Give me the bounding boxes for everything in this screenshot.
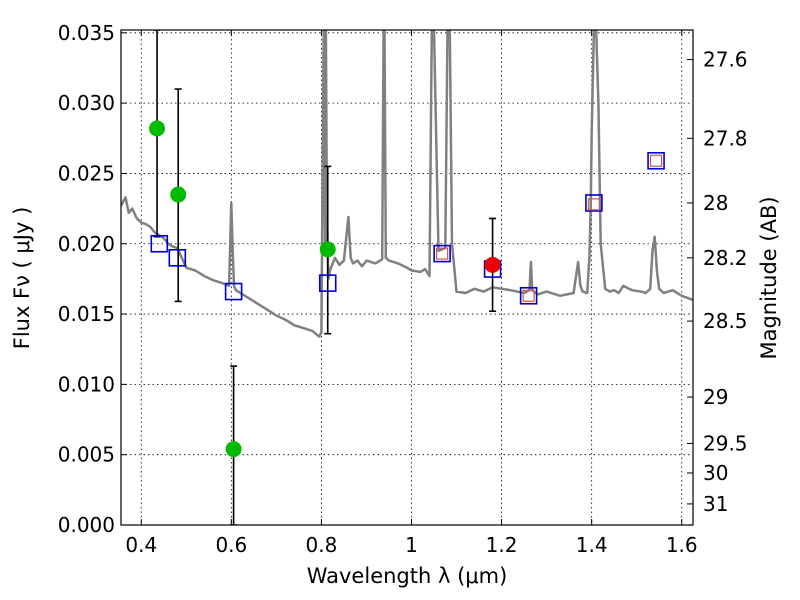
plot-frame [120, 29, 694, 526]
y-tick-label: 0.010 [58, 372, 115, 396]
x-tick-label: 0.8 [306, 533, 338, 557]
green-point-marker-2 [225, 441, 242, 458]
x-tick-label: 0.4 [125, 533, 157, 557]
y-tick-label: 0.035 [58, 21, 115, 45]
x-axis-label: Wavelength λ (μm) [307, 564, 508, 588]
model-square-marker-3 [318, 274, 337, 292]
x-tick-label: 1.6 [666, 533, 698, 557]
model-square-marker-7 [585, 194, 603, 212]
model-square-marker-1 [168, 249, 187, 267]
x-axis-ticks: 0.4 0.6 0.8 1 1.2 1.4 1.6 [125, 30, 698, 557]
small-square-marker-0 [436, 247, 449, 260]
y-axis-label: Flux Fν ( μJy ) [10, 207, 34, 350]
y2-axis-label: Magnitude (AB) [757, 196, 781, 359]
y2-tick-label: 29.5 [703, 431, 748, 455]
green-point-marker-0 [149, 120, 166, 137]
model-square-marker-8 [647, 151, 665, 170]
x-tick-label: 1 [405, 533, 418, 557]
model-square-marker-6 [519, 286, 538, 305]
y-tick-label: 0.020 [58, 232, 115, 256]
model-square-marker-4 [433, 244, 451, 263]
model-square-marker-2 [224, 282, 243, 301]
sed-curve-line [121, 30, 693, 338]
y-tick-label: 0.005 [58, 443, 115, 467]
y-tick-label: 0.000 [58, 513, 115, 537]
small-square-marker-2 [587, 198, 601, 211]
y-axis-ticks: 0.000 0.005 0.010 0.015 0.020 0.025 0.030 0.035 [58, 21, 127, 537]
sed-curve-layer [121, 30, 693, 338]
x-tick-label: 1.2 [486, 533, 518, 557]
green-point-marker-3 [319, 241, 336, 258]
y2-tick-label: 30 [703, 461, 728, 485]
y2-tick-label: 31 [703, 492, 728, 516]
y2-tick-label: 28.2 [703, 246, 748, 270]
y2-tick-label: 28.5 [703, 309, 748, 333]
small-square-marker-3 [649, 154, 663, 167]
y2-tick-label: 28 [703, 191, 728, 215]
y-tick-label: 0.025 [58, 161, 115, 185]
y-tick-label: 0.030 [58, 91, 115, 115]
y2-axis-ticks: 27.6 27.8 28 28.2 28.5 29 29.5 30 31 [687, 48, 748, 516]
markers-layer [149, 120, 665, 458]
y2-tick-label: 27.8 [703, 126, 748, 150]
small-square-marker-1 [522, 289, 535, 302]
model-square-marker-0 [150, 234, 169, 253]
y2-tick-label: 27.6 [703, 48, 748, 72]
y2-tick-label: 29 [703, 385, 728, 409]
green-point-marker-1 [170, 186, 187, 203]
red-point-marker-0 [484, 256, 501, 273]
x-tick-label: 1.4 [576, 533, 608, 557]
grid-lines [121, 30, 693, 525]
x-tick-label: 0.6 [215, 533, 247, 557]
y-tick-label: 0.015 [58, 302, 115, 326]
